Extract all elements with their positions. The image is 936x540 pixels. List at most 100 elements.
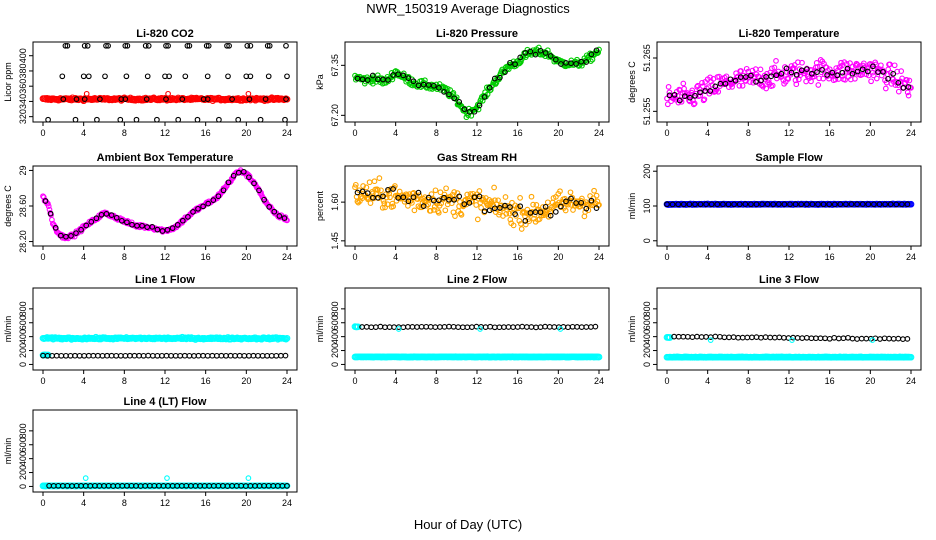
data-point: [385, 77, 391, 83]
data-point: [474, 216, 481, 223]
data-point: [522, 218, 529, 224]
data-point: [486, 84, 493, 91]
y-tick-label: 400: [18, 48, 28, 63]
x-tick-label: 4: [705, 252, 710, 262]
data-point: [216, 116, 222, 123]
data-point: [815, 82, 822, 88]
y-tick-label: 0: [18, 484, 28, 489]
data-point: [105, 42, 111, 49]
y-axis-label: ml/min: [315, 316, 325, 343]
data-point: [45, 116, 51, 123]
data-point: [213, 352, 220, 359]
data-point: [757, 66, 764, 73]
data-point: [729, 84, 735, 90]
data-point: [95, 352, 101, 359]
data-point: [537, 209, 544, 216]
data-point: [94, 116, 100, 123]
data-point: [244, 42, 251, 49]
data-point: [736, 201, 743, 208]
data-point: [133, 116, 140, 123]
y-tick-label: 600: [330, 315, 340, 330]
x-tick-label: 20: [865, 252, 875, 262]
data-point: [680, 333, 687, 340]
data-point: [464, 324, 471, 331]
data-point: [177, 352, 184, 359]
data-point: [220, 187, 227, 194]
data-point: [588, 324, 594, 330]
data-point: [209, 352, 216, 359]
data-point: [820, 201, 827, 208]
data-point: [895, 79, 902, 86]
data-point: [697, 92, 704, 99]
data-point: [519, 323, 526, 330]
data-point: [200, 352, 206, 359]
data-point: [103, 42, 109, 49]
data-point: [371, 178, 378, 185]
data-point: [665, 84, 672, 90]
series-1: [39, 333, 291, 343]
x-axis-title: Hour of Day (UTC): [413, 517, 523, 532]
plot-frame: [32, 41, 298, 123]
data-point: [451, 196, 457, 203]
data-point: [441, 194, 447, 201]
data-point: [775, 201, 782, 207]
panel-6: Sample Flow ml/min 0 4 8 12 16 20 24 0 100 200: [627, 152, 922, 262]
series-1: [351, 353, 603, 361]
data-point: [749, 334, 755, 341]
x-tick-label: 16: [825, 376, 835, 386]
data-point: [708, 201, 715, 208]
panel-title: Line 4 (LT) Flow: [124, 396, 207, 408]
data-point: [731, 201, 737, 208]
data-point: [496, 324, 503, 331]
data-point: [367, 200, 374, 206]
panel-2: Li-820 Pressure kPa 0 4 8 12 16 20 24 67.20 67.35: [315, 28, 610, 138]
data-point: [471, 108, 478, 115]
data-point: [669, 201, 676, 208]
data-point: [204, 73, 211, 80]
data-point: [768, 73, 775, 80]
series-1: [352, 44, 602, 121]
data-point: [831, 201, 838, 208]
data-point: [179, 217, 186, 224]
y-axis-label: ml/min: [3, 316, 13, 343]
data-point: [826, 335, 833, 342]
data-point: [523, 324, 530, 330]
y-tick-label: 340: [18, 94, 28, 109]
panel-5: Gas Stream RH percent 0 4 8 12 16 20 24 1.45 1.60: [315, 152, 610, 262]
data-point: [505, 324, 512, 330]
data-point: [518, 226, 525, 232]
data-point: [788, 69, 795, 76]
data-point: [778, 70, 785, 77]
data-point: [707, 88, 714, 94]
data-point: [247, 73, 254, 80]
data-point: [400, 72, 407, 79]
x-tick-label: 16: [201, 128, 211, 138]
x-tick-label: 16: [201, 376, 211, 386]
data-point: [486, 207, 493, 214]
panel-title: Gas Stream RH: [437, 152, 517, 164]
data-point: [163, 42, 169, 49]
data-point: [736, 82, 743, 89]
data-point: [900, 85, 907, 91]
x-tick-label: 0: [40, 376, 45, 386]
data-point: [456, 193, 463, 200]
data-point: [425, 194, 432, 201]
data-point: [225, 179, 232, 186]
data-point: [282, 335, 290, 343]
data-point: [666, 92, 673, 99]
data-point: [163, 352, 170, 359]
data-point: [726, 334, 732, 341]
data-point: [521, 209, 528, 216]
data-point: [395, 71, 402, 78]
data-point: [159, 228, 166, 234]
y-axis-label: percent: [315, 190, 325, 221]
data-point: [145, 42, 152, 49]
data-point: [753, 79, 759, 85]
data-point: [432, 324, 439, 330]
x-tick-label: 0: [352, 252, 357, 262]
data-point: [495, 197, 501, 204]
data-point: [143, 96, 150, 102]
data-point: [865, 201, 872, 208]
data-point: [907, 353, 915, 361]
data-point: [352, 181, 359, 188]
